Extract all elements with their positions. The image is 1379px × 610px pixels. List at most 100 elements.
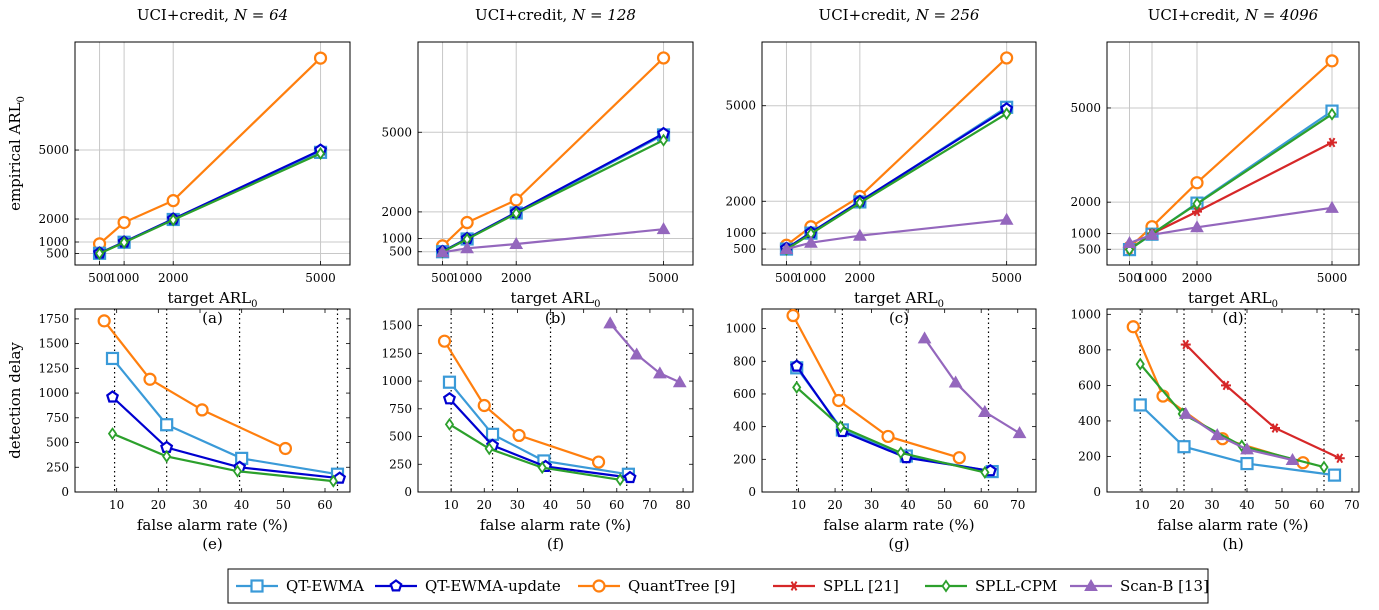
series-line-quanttree (103, 320, 286, 450)
data-point-quanttree (143, 372, 157, 386)
y-tick-label: 1500 (381, 319, 412, 333)
x-axis-label: false alarm rate (%) (823, 516, 974, 534)
data-point-quanttree (195, 403, 209, 417)
x-tick-label: 70 (1010, 498, 1025, 512)
y-tick-label: 200 (733, 452, 756, 466)
data-point-quanttree (881, 429, 895, 444)
y-tick-label: 1000 (381, 231, 412, 245)
data-point-spll-cpm (980, 465, 990, 479)
x-tick-label: 70 (1344, 498, 1359, 512)
y-tick-label: 1500 (38, 337, 69, 351)
legend-label: QT-EWMA-update (425, 577, 561, 595)
data-point-scan-b (1240, 442, 1254, 455)
x-tick-label: 80 (675, 498, 690, 512)
x-tick-label: 1000 (796, 271, 827, 285)
data-point-scan-b (629, 347, 644, 360)
x-tick-label: 50 (576, 498, 591, 512)
data-point-qt-ewma (160, 418, 174, 432)
x-tick-label: 5000 (1317, 271, 1348, 285)
data-point-spll-cpm (328, 474, 338, 488)
data-point-spll (1192, 206, 1202, 217)
data-point-spll-cpm (511, 206, 521, 221)
data-point-quanttree (952, 451, 966, 465)
legend-label: Scan-B [13] (1120, 577, 1209, 595)
x-tick-label: 30 (510, 498, 525, 512)
chart-panel-g: 10 20 30 40 50 60 70 0 200 400 600 800 1000 false ala… (725, 308, 1037, 553)
data-point-qt-ewma-update (106, 390, 119, 403)
y-tick-label: 800 (1078, 343, 1101, 357)
y-tick-label: 500 (389, 245, 412, 259)
y-tick-label: 1000 (725, 226, 756, 240)
series-line-quanttree (98, 57, 322, 245)
data-point-spll-cpm (835, 420, 846, 434)
series-line-spll-cpm (112, 432, 334, 483)
y-tick-label: 500 (389, 430, 412, 444)
data-point-scan-b (509, 237, 524, 250)
y-tick-label: 5000 (381, 125, 412, 139)
legend-item-quanttree: QuantTree [9] (578, 577, 736, 595)
data-point-quanttree (1126, 320, 1140, 334)
series-line-spll-cpm (99, 152, 321, 255)
y-tick-label: 2000 (381, 205, 412, 219)
legend-label: QT-EWMA (286, 577, 364, 595)
data-point-spll-cpm (232, 464, 243, 478)
data-point-qt-ewma (1240, 456, 1254, 471)
x-axis-label: false alarm rate (%) (137, 516, 288, 534)
legend-label: QuantTree [9] (628, 577, 736, 595)
x-tick-label: 2000 (158, 271, 189, 285)
data-point-quanttree (477, 398, 491, 413)
x-axis-label: false alarm rate (%) (1157, 516, 1308, 534)
x-tick-label: 40 (234, 498, 249, 512)
y-tick-label: 1250 (38, 361, 69, 375)
data-point-quanttree (1000, 51, 1014, 65)
series-line-scan-b (786, 218, 1007, 251)
data-point-spll (1334, 453, 1345, 464)
data-point-scan-b (779, 242, 794, 255)
data-point-quanttree (1325, 54, 1339, 68)
x-tick-label: 30 (1204, 498, 1219, 512)
chart-panel-f: 10 20 30 40 50 60 70 80 0 250 500 750 1000 1250 1500 fa… (381, 308, 694, 553)
data-point-spll-cpm (658, 133, 669, 147)
data-point-scan-b (1122, 236, 1137, 249)
plot-frame (74, 308, 351, 493)
x-tick-label: 40 (900, 498, 915, 512)
plot-frame (1106, 308, 1360, 493)
data-point-quanttree (1190, 176, 1204, 190)
data-point-scan-b (1210, 428, 1225, 441)
y-tick-label: 0 (1093, 485, 1101, 499)
x-tick-label: 30 (864, 498, 879, 512)
x-tick-label: 5000 (648, 271, 679, 285)
data-point-scan-b (852, 228, 867, 241)
y-tick-label: 1000 (38, 386, 69, 400)
data-point-quanttree (166, 194, 180, 208)
y-axis-label: empirical ARL0 (6, 96, 27, 211)
x-tick-label: 50 (276, 498, 291, 512)
data-point-qt-ewma (1133, 398, 1147, 412)
data-point-scan-b (1178, 406, 1193, 419)
data-point-spll (1180, 339, 1191, 350)
star-marker-stroke (1182, 339, 1190, 350)
data-point-scan-b (603, 316, 618, 329)
legend-marker (789, 581, 799, 591)
chart-panel-e: 10 20 30 40 50 60 0 250 500 750 1000 1250 1500 1750 fa… (6, 308, 351, 553)
legend-item-qt-ewma: QT-EWMA (236, 577, 364, 595)
y-tick-label: 5000 (1070, 101, 1101, 115)
series-line-quanttree (785, 57, 1008, 247)
data-point-spll-cpm (1192, 197, 1202, 211)
series-line-qt-ewma-update (448, 398, 631, 479)
y-tick-label: 500 (46, 436, 69, 450)
x-tick-label: 30 (192, 498, 207, 512)
x-tick-label: 5000 (991, 271, 1022, 285)
y-tick-label: 600 (733, 387, 756, 401)
legend-label: SPLL-CPM (975, 577, 1057, 595)
x-tick-label: 1000 (1137, 271, 1168, 285)
x-tick-label: 50 (1274, 498, 1289, 512)
y-tick-label: 800 (733, 354, 756, 368)
legend-marker (941, 579, 951, 593)
x-tick-label: 60 (317, 498, 332, 512)
plot-frame (417, 41, 694, 266)
y-tick-label: 750 (46, 411, 69, 425)
